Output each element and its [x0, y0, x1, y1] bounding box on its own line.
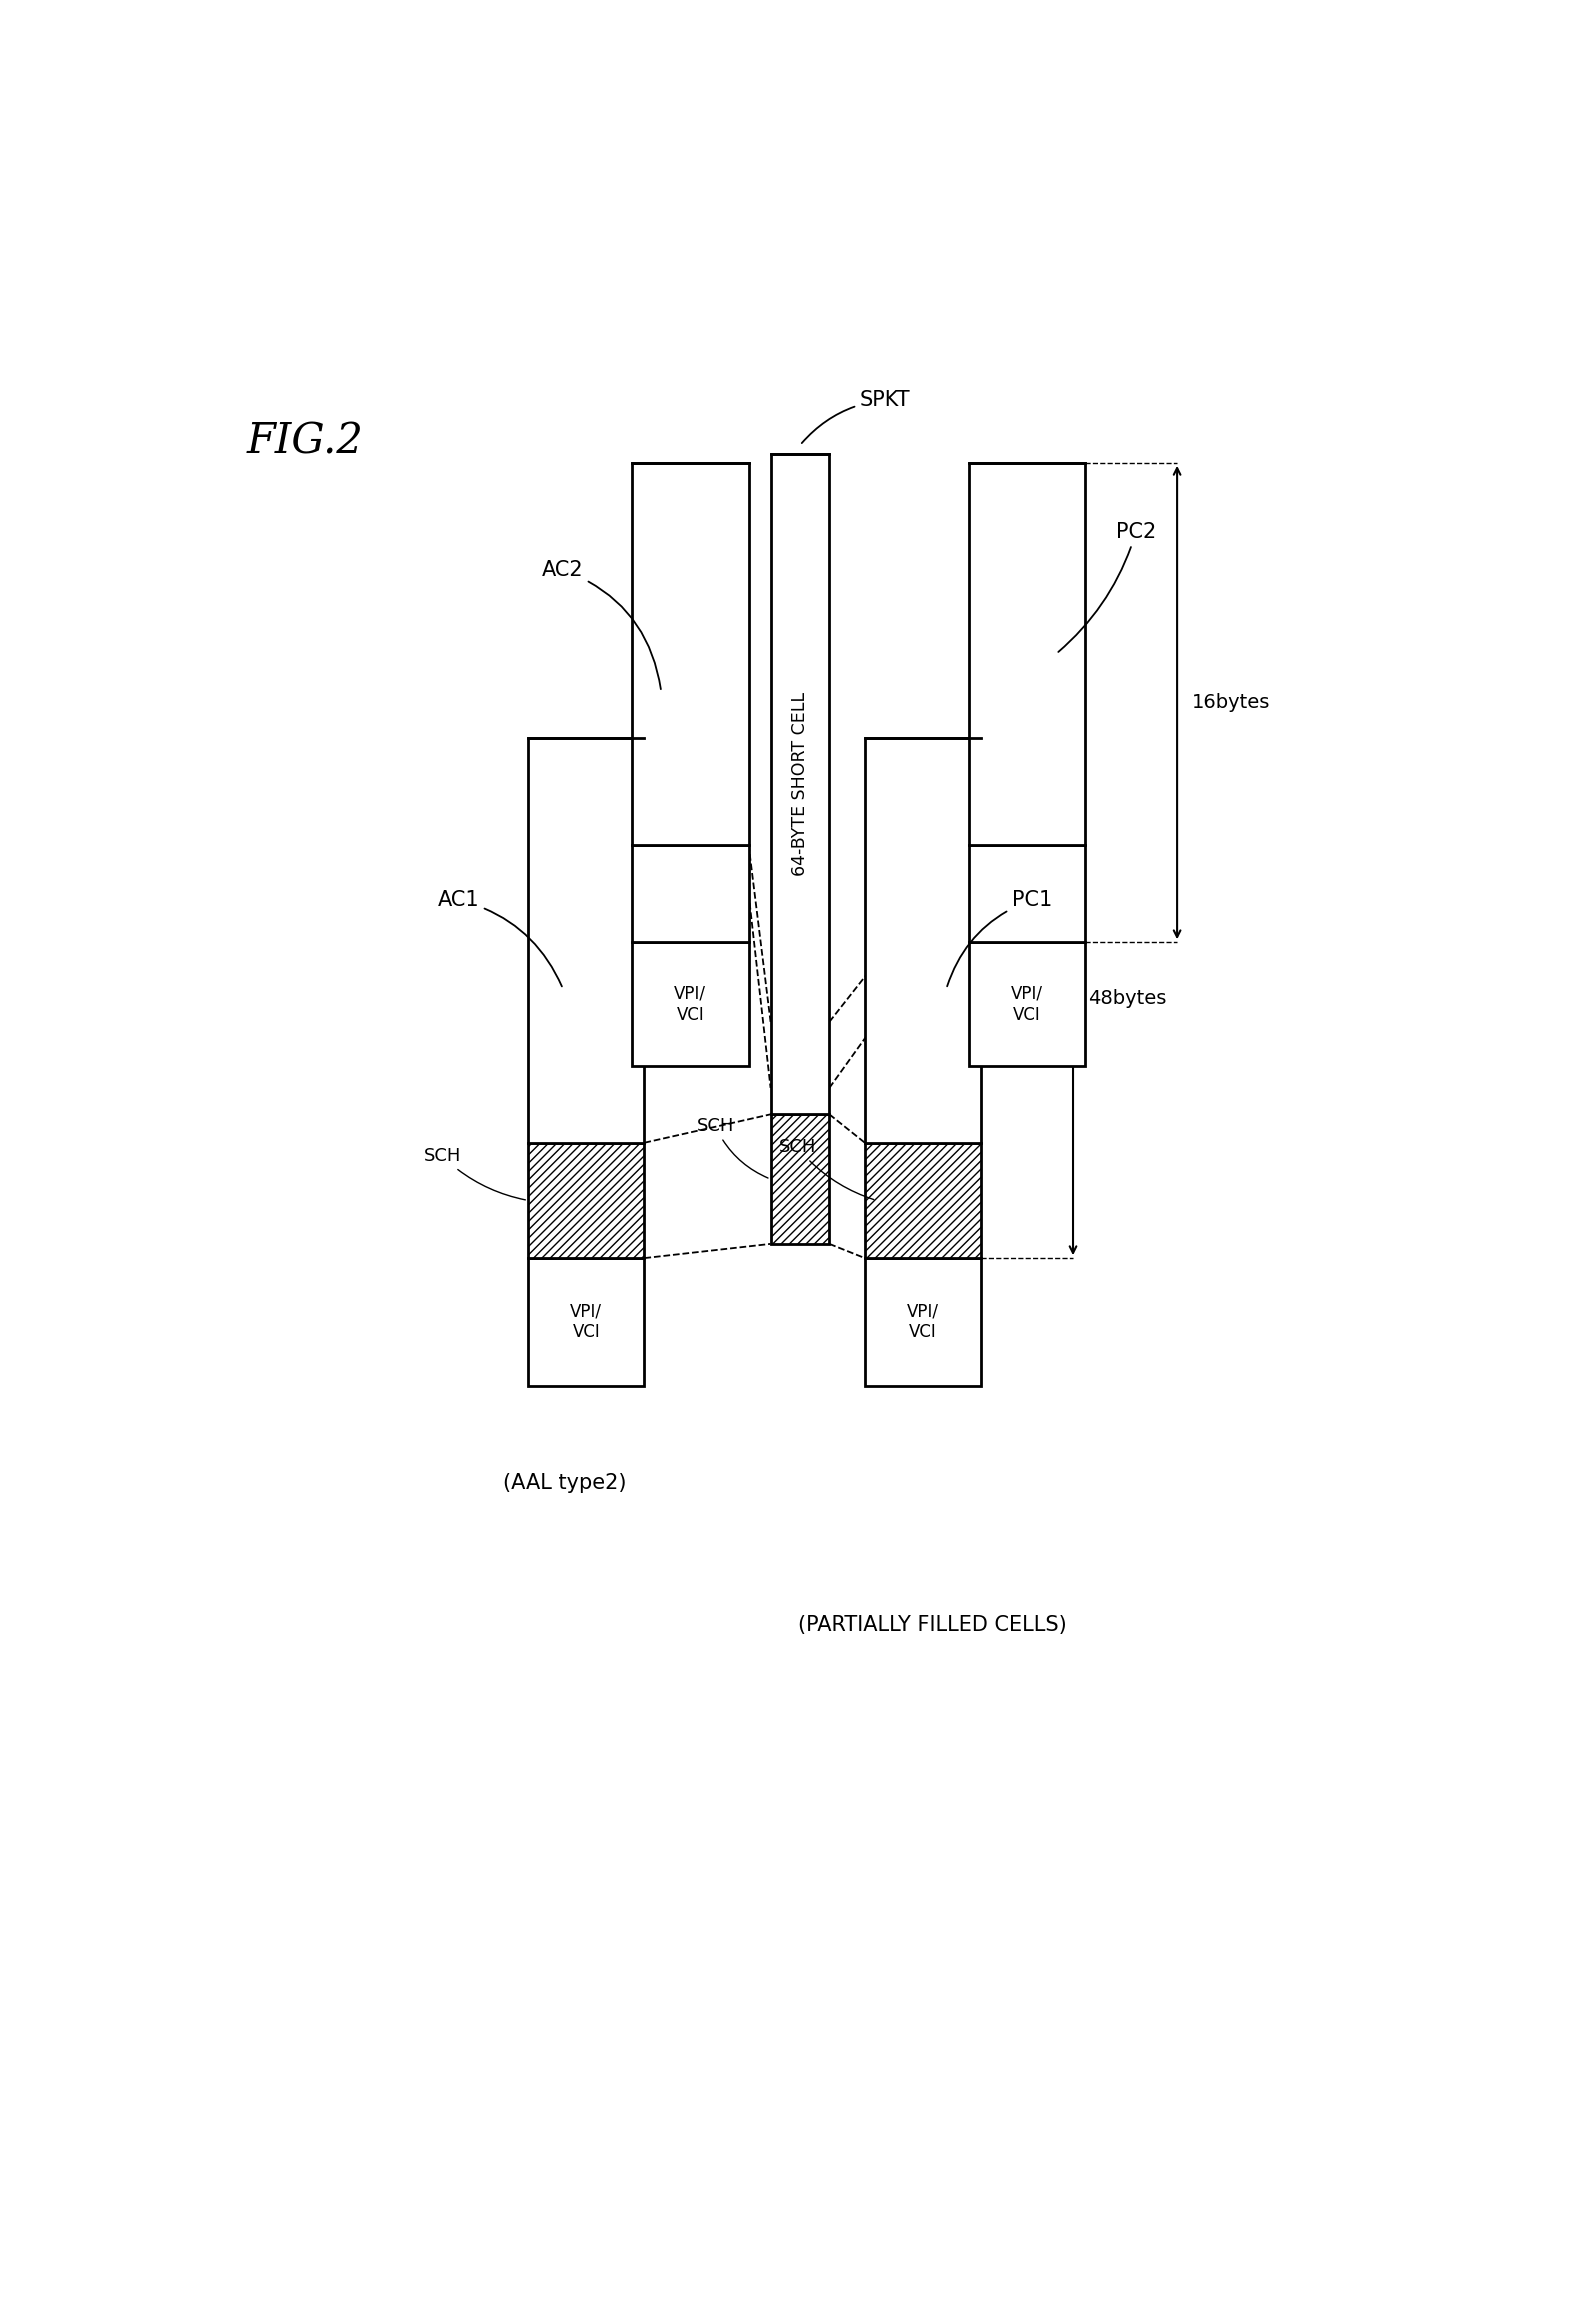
- Text: PC2: PC2: [1059, 521, 1157, 652]
- Text: VPI/
VCI: VPI/ VCI: [570, 1302, 602, 1342]
- Bar: [864, 1143, 981, 1259]
- Bar: [632, 463, 749, 844]
- Bar: [864, 738, 981, 1143]
- Text: (PARTIALLY FILLED CELLS): (PARTIALLY FILLED CELLS): [798, 1616, 1066, 1637]
- Text: SPKT: SPKT: [801, 390, 910, 443]
- Bar: [771, 454, 830, 1113]
- Bar: [969, 844, 1085, 943]
- Bar: [969, 463, 1085, 844]
- Bar: [528, 738, 645, 1143]
- Text: SCH: SCH: [423, 1148, 526, 1201]
- Text: PC1: PC1: [946, 890, 1052, 987]
- Text: 16bytes: 16bytes: [1191, 694, 1270, 712]
- Text: AC2: AC2: [542, 560, 660, 689]
- Text: SCH: SCH: [779, 1139, 874, 1199]
- Bar: [864, 1259, 981, 1385]
- Text: VPI/
VCI: VPI/ VCI: [675, 984, 706, 1023]
- Text: AC1: AC1: [438, 890, 562, 987]
- Bar: [771, 1113, 830, 1245]
- Text: (AAL type2): (AAL type2): [502, 1473, 627, 1494]
- Text: 64-BYTE SHORT CELL: 64-BYTE SHORT CELL: [792, 692, 809, 876]
- Bar: [632, 844, 749, 943]
- Bar: [528, 1259, 645, 1385]
- Text: 48bytes: 48bytes: [1087, 989, 1166, 1007]
- Bar: [969, 943, 1085, 1067]
- Bar: [528, 1143, 645, 1259]
- Text: SCH: SCH: [697, 1118, 768, 1178]
- Text: VPI/
VCI: VPI/ VCI: [1011, 984, 1043, 1023]
- Text: VPI/
VCI: VPI/ VCI: [907, 1302, 939, 1342]
- Text: FIG.2: FIG.2: [246, 422, 363, 463]
- Bar: [632, 943, 749, 1067]
